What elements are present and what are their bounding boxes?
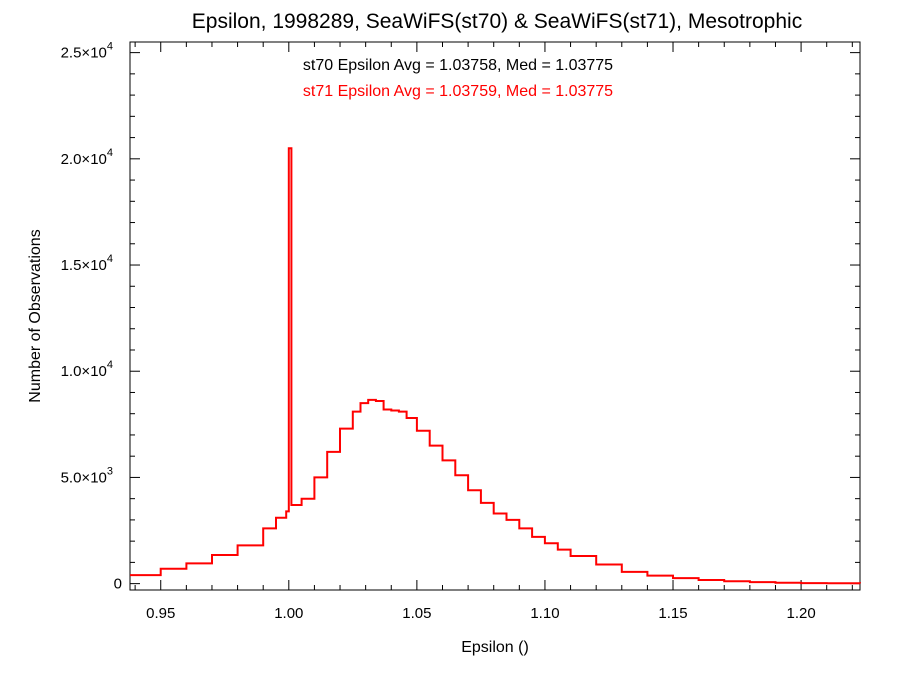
- y-tick-label: 5.0×103: [61, 465, 113, 486]
- y-tick-label: 0: [114, 576, 122, 593]
- x-tick-label: 1.15: [658, 605, 687, 622]
- y-tick-labels: 0 5.0×103 1.0×104 1.5×104 2.0×104 2.5×104: [61, 41, 122, 593]
- y-tick-label: 2.0×104: [61, 147, 113, 168]
- annotation-st71: st71 Epsilon Avg = 1.03759, Med = 1.0377…: [303, 83, 613, 100]
- x-tick-label: 1.20: [786, 605, 815, 622]
- x-tick-label: 1.05: [402, 605, 431, 622]
- y-tick-exponent: 3: [107, 465, 113, 477]
- annotation-st70: st70 Epsilon Avg = 1.03758, Med = 1.0377…: [303, 57, 613, 74]
- y-tick-exponent: 4: [107, 147, 113, 159]
- y-axis-label: Number of Observations: [27, 229, 44, 402]
- y-tick-label: 1.5×104: [61, 253, 113, 274]
- y-tick-exponent: 4: [107, 41, 113, 53]
- y-tick-label: 2.5×104: [61, 41, 113, 62]
- chart-title: Epsilon, 1998289, SeaWiFS(st70) & SeaWiF…: [192, 10, 802, 33]
- x-tick-label: 1.00: [274, 605, 303, 622]
- axis-ticks: [130, 42, 860, 590]
- y-tick-label: 1.0×104: [61, 359, 113, 380]
- y-tick-exponent: 4: [107, 359, 113, 371]
- x-tick-label: 1.10: [530, 605, 559, 622]
- plot-frame: [129, 41, 861, 591]
- histogram-series-line: [130, 147, 861, 585]
- x-tick-label: 0.95: [146, 605, 175, 622]
- y-tick-exponent: 4: [107, 253, 113, 265]
- x-tick-labels: 0.95 1.00 1.05 1.10 1.15 1.20: [146, 605, 816, 622]
- x-axis-label: Epsilon (): [461, 639, 529, 656]
